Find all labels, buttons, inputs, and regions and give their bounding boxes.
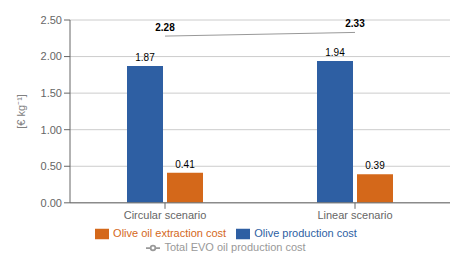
svg-text:Linear scenario: Linear scenario [317,209,392,221]
svg-text:0.50: 0.50 [41,160,62,172]
svg-text:1.94: 1.94 [325,47,345,58]
svg-text:Circular scenario: Circular scenario [124,209,207,221]
svg-text:2.50: 2.50 [41,14,62,26]
svg-text:1.87: 1.87 [135,52,155,63]
svg-text:2.28: 2.28 [155,22,175,33]
svg-text:0.39: 0.39 [365,160,385,171]
svg-text:0.00: 0.00 [41,197,62,209]
svg-text:1.00: 1.00 [41,124,62,136]
html-text:Olive production cost: Olive production cost [254,226,357,239]
svg-text:[€ kg⁻¹]: [€ kg⁻¹] [15,94,27,129]
html-text:Olive oil extraction cost: Olive oil extraction cost [113,226,227,239]
svg-text:2.33: 2.33 [345,18,365,29]
html-text:Total EVO oil production cost: Total EVO oil production cost [164,240,306,253]
svg-text:1.50: 1.50 [41,87,62,99]
svg-text:0.41: 0.41 [175,159,195,170]
svg-text:2.00: 2.00 [41,50,62,62]
